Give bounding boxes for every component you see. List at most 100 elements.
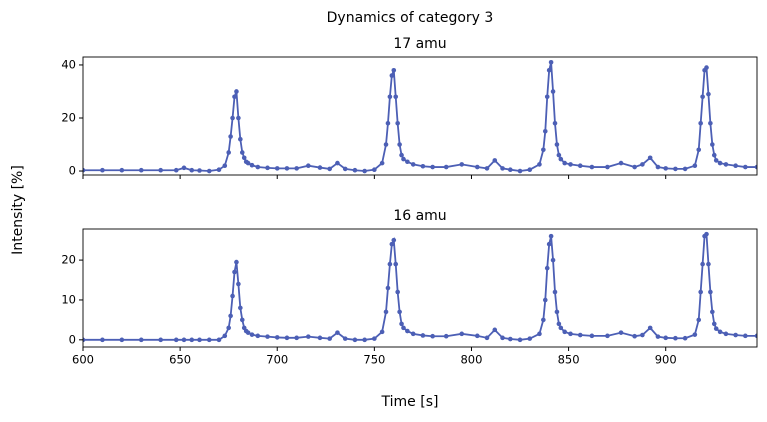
data-point — [710, 142, 715, 147]
data-point — [197, 337, 202, 343]
data-point — [393, 94, 399, 100]
data-point — [397, 142, 402, 147]
data-point — [234, 259, 239, 265]
data-point — [508, 167, 513, 172]
y-tick-label: 20 — [61, 110, 76, 124]
y-tick-label: 20 — [61, 253, 76, 267]
data-point — [226, 150, 231, 155]
data-point — [542, 297, 548, 303]
data-point — [558, 325, 564, 331]
data-point — [389, 241, 395, 247]
data-point — [119, 167, 125, 173]
y-tick-label: 40 — [61, 57, 76, 71]
data-point — [362, 337, 367, 343]
data-point — [459, 331, 465, 337]
data-point — [284, 166, 290, 171]
data-point — [232, 269, 237, 275]
series-line — [83, 232, 757, 341]
data-point — [306, 163, 311, 169]
data-point — [245, 330, 251, 335]
data-point — [222, 163, 228, 169]
data-point — [605, 333, 610, 339]
data-point — [647, 325, 653, 331]
data-point — [562, 329, 568, 335]
data-point — [640, 332, 645, 338]
data-point — [717, 329, 723, 335]
data-point — [700, 94, 705, 100]
data-point — [249, 162, 255, 168]
data-point — [500, 335, 505, 341]
data-point — [395, 120, 400, 126]
data-point — [395, 289, 400, 295]
data-point — [554, 142, 560, 147]
data-point — [723, 331, 729, 337]
data-point — [189, 337, 195, 343]
x-tick-label: 750 — [363, 353, 385, 367]
data-point — [410, 331, 416, 337]
data-point — [663, 166, 669, 171]
series-line — [83, 62, 757, 172]
data-point — [389, 73, 395, 78]
data-point — [474, 164, 480, 170]
data-point — [383, 142, 389, 147]
data-point — [655, 334, 661, 339]
data-point — [546, 241, 552, 247]
data-point — [492, 327, 498, 333]
data-point — [100, 337, 105, 343]
x-tick-label: 850 — [558, 353, 580, 367]
x-tick-label: 600 — [72, 353, 94, 367]
data-point — [552, 289, 558, 295]
data-point — [241, 155, 247, 161]
data-point — [158, 167, 163, 173]
data-point — [189, 167, 195, 173]
data-point — [230, 293, 235, 299]
data-point — [546, 67, 552, 73]
data-point — [706, 91, 711, 97]
data-point — [500, 166, 505, 171]
data-point — [352, 167, 358, 173]
data-point — [618, 330, 624, 335]
data-point — [713, 158, 719, 163]
data-point — [696, 147, 702, 153]
data-point — [459, 162, 465, 167]
data-point — [391, 237, 397, 243]
data-point — [383, 309, 389, 315]
figure-title: Dynamics of category 3 — [327, 10, 494, 26]
data-point — [138, 167, 144, 173]
plot-frame — [82, 228, 758, 348]
data-point — [399, 152, 404, 158]
data-point — [181, 337, 187, 343]
data-point — [274, 335, 280, 340]
data-point — [704, 65, 709, 70]
data-point — [228, 134, 233, 139]
data-point — [342, 336, 348, 341]
data-point — [550, 89, 556, 94]
data-point — [723, 162, 729, 167]
data-point — [443, 333, 449, 339]
data-point — [393, 261, 399, 267]
data-point — [317, 335, 323, 341]
data-point — [508, 336, 513, 342]
data-point — [379, 329, 385, 335]
subplot-title: 17 amu — [393, 36, 446, 52]
data-point — [544, 94, 550, 100]
data-point — [647, 155, 653, 161]
data-point — [352, 337, 358, 343]
plot-frame — [82, 56, 758, 176]
data-point — [527, 336, 533, 341]
data-point — [754, 333, 757, 339]
data-point — [197, 168, 202, 173]
data-point — [294, 335, 299, 341]
data-point — [397, 309, 402, 315]
data-point — [405, 159, 410, 165]
data-point — [700, 261, 705, 267]
y-tick-label: 10 — [61, 292, 76, 306]
data-point — [181, 165, 187, 171]
data-point — [542, 128, 548, 134]
data-point — [562, 160, 568, 166]
data-point — [605, 164, 610, 170]
data-point — [430, 164, 435, 170]
x-axis-label: Time [s] — [381, 394, 439, 410]
data-point — [708, 289, 713, 295]
x-tick-label: 800 — [460, 353, 482, 367]
